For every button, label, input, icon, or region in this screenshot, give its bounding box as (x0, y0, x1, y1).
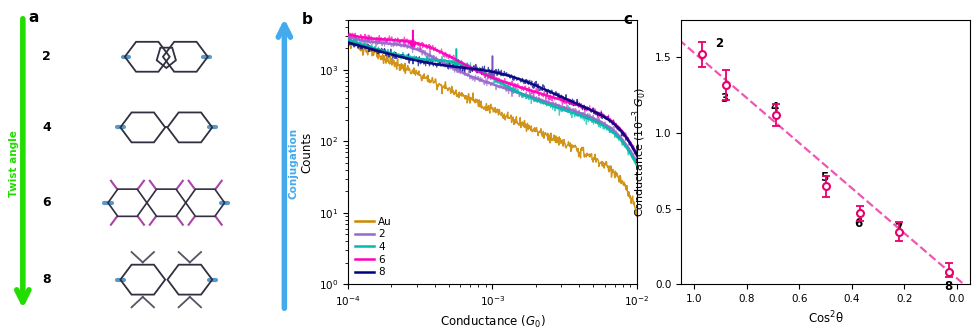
X-axis label: $\mathrm{Cos^2\theta}$: $\mathrm{Cos^2\theta}$ (808, 310, 844, 326)
Text: 7: 7 (894, 222, 903, 235)
Text: 2: 2 (715, 37, 723, 50)
Text: Twist angle: Twist angle (9, 130, 19, 197)
Text: 6: 6 (855, 217, 862, 231)
Y-axis label: Counts: Counts (300, 131, 314, 173)
Text: 6: 6 (42, 196, 51, 209)
Text: 2: 2 (42, 50, 51, 63)
Y-axis label: Conductance ($10^{-3}\ G_0$): Conductance ($10^{-3}\ G_0$) (631, 87, 649, 217)
X-axis label: Conductance ($G_0$): Conductance ($G_0$) (440, 314, 545, 327)
Text: 5: 5 (820, 170, 829, 183)
Text: a: a (28, 10, 39, 25)
Text: 4: 4 (42, 121, 51, 134)
Text: 8: 8 (42, 273, 51, 286)
Text: 8: 8 (944, 280, 953, 293)
Text: Conjugation: Conjugation (288, 128, 298, 199)
Text: b: b (302, 12, 313, 27)
Text: 3: 3 (720, 92, 729, 105)
Legend: Au, 2, 4, 6, 8: Au, 2, 4, 6, 8 (353, 215, 394, 279)
Text: c: c (623, 12, 632, 27)
Text: 4: 4 (770, 101, 779, 114)
